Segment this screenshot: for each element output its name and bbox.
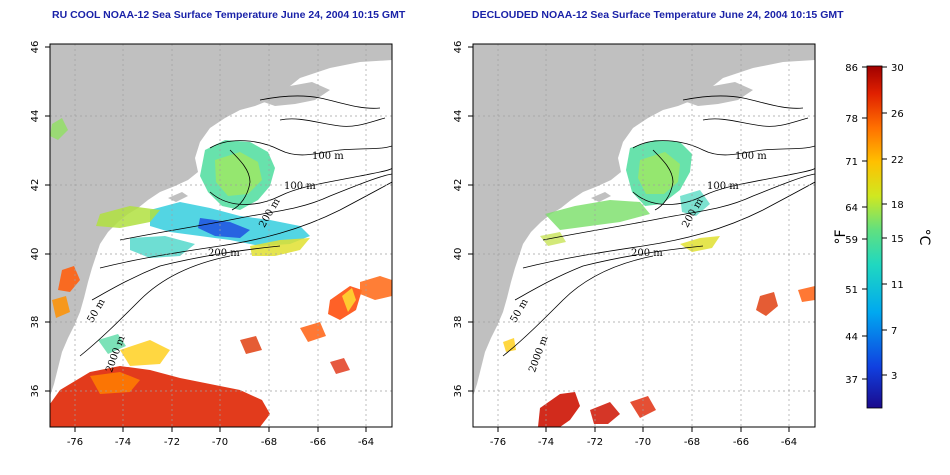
left-x-tick: -72 [164, 437, 180, 448]
colorbar-c-tick: 22 [891, 155, 904, 166]
left-x-tick: -74 [115, 437, 131, 448]
contour-label-100m-a: 100 m [735, 151, 767, 162]
right-y-tick: 46 [453, 41, 464, 54]
land-mass [50, 44, 392, 396]
colorbar-celsius-unit: °C [916, 229, 932, 246]
right-gridlines [473, 44, 815, 427]
land-mass [473, 44, 815, 396]
left-x-tick: -66 [310, 437, 326, 448]
contour-label-100m-b: 100 m [707, 181, 739, 192]
left-y-tick: 36 [30, 385, 41, 398]
right-x-tick: -72 [587, 437, 603, 448]
left-map-panel: 100 m 100 m 200 m 200 m 50 m 2000 m [30, 41, 393, 448]
right-y-tick: 44 [453, 110, 464, 123]
right-x-tick: -68 [684, 437, 700, 448]
colorbar-c-tick: 11 [891, 280, 904, 291]
contour-label-100m-a: 100 m [312, 151, 344, 162]
left-x-tick: -70 [212, 437, 228, 448]
right-y-tick: 42 [453, 179, 464, 192]
left-y-tick: 40 [30, 248, 41, 261]
right-map-title: DECLOUDED NOAA-12 Sea Surface Temperatur… [472, 9, 844, 21]
right-x-tick: -76 [490, 437, 506, 448]
right-map-panel: 100 m 100 m 200 m 200 m 50 m 2000 m [453, 41, 816, 448]
colorbar-c-tick: 3 [891, 371, 897, 382]
colorbar-c-tick: 18 [891, 200, 904, 211]
colorbar-f-tick: 86 [845, 63, 858, 74]
colorbar-f-tick: 64 [845, 203, 858, 214]
colorbar-c-tick: 15 [891, 234, 904, 245]
colorbar-f-tick: 51 [845, 285, 858, 296]
contour-label-200m-b: 200 m [631, 248, 663, 259]
right-y-tick: 38 [453, 316, 464, 329]
contour-label-100m-b: 100 m [284, 181, 316, 192]
right-x-tick: -66 [733, 437, 749, 448]
temperature-colorbar: 86 78 71 64 59 51 44 37 30 26 22 18 15 1… [833, 63, 932, 409]
right-y-tick: 36 [453, 385, 464, 398]
colorbar-f-tick: 37 [845, 375, 858, 386]
left-y-tick: 44 [30, 110, 41, 123]
colorbar-f-tick: 44 [845, 332, 858, 343]
left-x-tick: -76 [67, 437, 83, 448]
right-x-tick: -74 [538, 437, 554, 448]
left-map-title: RU COOL NOAA-12 Sea Surface Temperature … [52, 9, 406, 21]
colorbar-fahrenheit-unit: °F [833, 229, 849, 244]
colorbar-f-tick: 78 [845, 114, 858, 125]
colorbar-f-tick: 71 [845, 157, 858, 168]
left-x-tick: -68 [261, 437, 277, 448]
right-x-tick: -64 [781, 437, 797, 448]
colorbar-c-tick: 30 [891, 63, 904, 74]
left-y-tick: 42 [30, 179, 41, 192]
left-y-tick: 46 [30, 41, 41, 54]
left-gridlines [50, 44, 392, 427]
left-x-tick: -64 [358, 437, 374, 448]
colorbar-f-tick: 59 [845, 235, 858, 246]
contour-label-200m-b: 200 m [208, 248, 240, 259]
colorbar-c-tick: 26 [891, 109, 904, 120]
left-y-tick: 38 [30, 316, 41, 329]
right-x-tick: -70 [635, 437, 651, 448]
right-y-tick: 40 [453, 248, 464, 261]
colorbar-c-tick: 7 [891, 326, 897, 337]
